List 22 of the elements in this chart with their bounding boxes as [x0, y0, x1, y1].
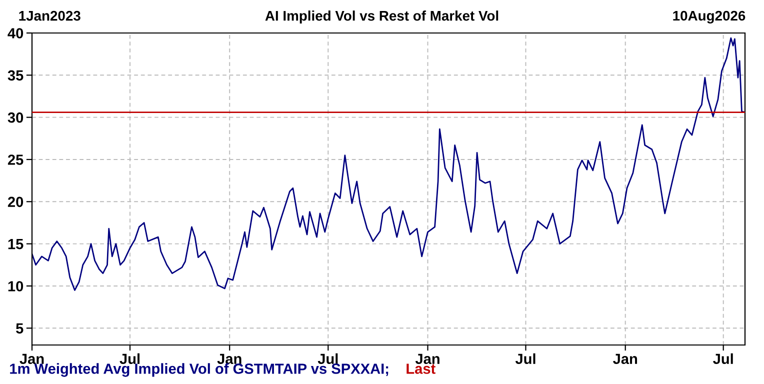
text: 1Jan2023: [19, 10, 80, 21]
chart-title: AI Implied Vol vs Rest of Market Vol: [265, 10, 498, 24]
y-tick-label: 25: [8, 154, 24, 165]
y-tick-label: 10: [8, 281, 24, 292]
line-series: [32, 37, 745, 291]
y-tick-label: 20: [8, 196, 24, 208]
text: 1m Weighted Avg Implied Vol of GSTMTAIP vs SPXXAI;: [10, 363, 388, 377]
x-tick-label: Jul: [120, 353, 140, 364]
y-tick-label: 40: [8, 28, 24, 38]
x-tick-label: Jul: [713, 353, 733, 364]
x-tick-label: Jul: [318, 353, 338, 364]
text: 10Aug2026: [673, 10, 746, 24]
x-tick-label: Jan: [20, 354, 44, 364]
x-tick-label: Jan: [613, 354, 638, 364]
y-tick-label: 35: [8, 70, 24, 81]
ref-line-label: Last: [406, 364, 436, 374]
x-tick-label: Jan: [217, 354, 242, 364]
y-tick-label: 15: [8, 239, 24, 250]
x-tick-label: Jan: [415, 354, 440, 364]
x-tick-label: Jul: [515, 353, 536, 364]
y-tick-label: 30: [8, 112, 24, 123]
y-tick-label: 5: [16, 323, 24, 334]
